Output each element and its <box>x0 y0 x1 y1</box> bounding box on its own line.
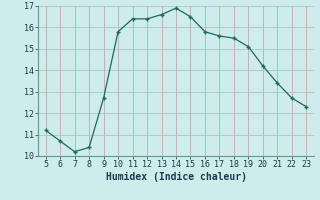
X-axis label: Humidex (Indice chaleur): Humidex (Indice chaleur) <box>106 172 246 182</box>
